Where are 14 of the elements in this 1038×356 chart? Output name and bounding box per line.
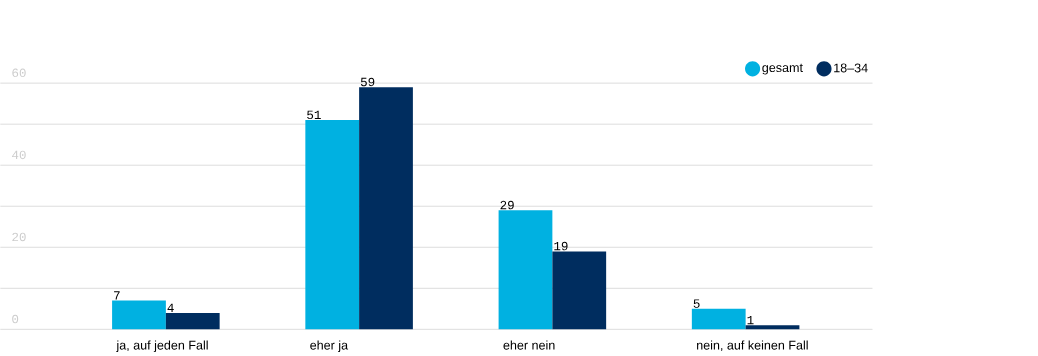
- data-label: 51: [307, 110, 321, 119]
- data-label: 4: [167, 303, 174, 312]
- data-label: 1: [747, 315, 754, 325]
- x-tick-label: eher ja: [310, 340, 349, 352]
- data-label: 29: [500, 200, 514, 210]
- x-tick-label: nein, auf keinen Fall: [697, 340, 808, 351]
- data-label: 5: [693, 299, 700, 308]
- data-label: 59: [360, 77, 375, 87]
- data-label: 7: [114, 291, 120, 300]
- data-label: 19: [554, 241, 568, 251]
- x-tick-label: eher nein: [503, 340, 555, 350]
- x-tick-label: ja, auf jeden Fall: [116, 340, 208, 352]
- legend-label: 18–34: [834, 63, 868, 73]
- legend-label: gesamt: [762, 63, 803, 75]
